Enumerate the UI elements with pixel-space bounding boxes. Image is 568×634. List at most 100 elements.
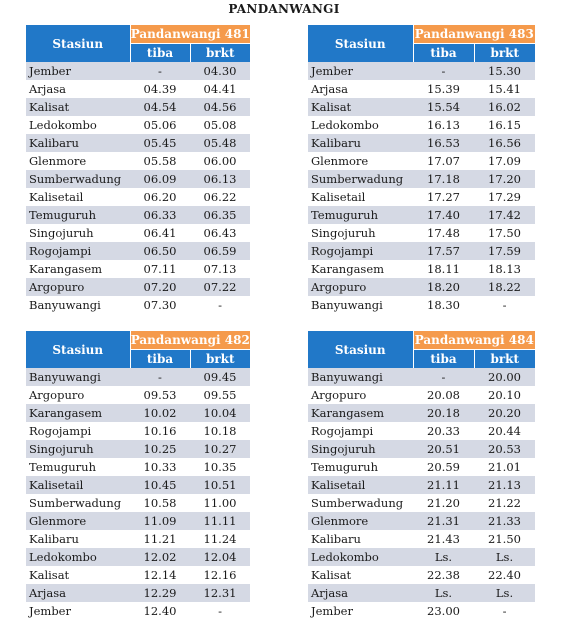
- table-row: Kalibaru 21.43 21.50: [308, 530, 536, 548]
- table-row: Karangasem 18.11 18.13: [308, 260, 536, 278]
- header-stasiun: Stasiun: [308, 25, 414, 62]
- station-name: Ledokombo: [308, 116, 413, 134]
- arrival-time: 10.33: [130, 458, 190, 476]
- table-row: Glenmore 21.31 21.33: [308, 512, 536, 530]
- departure-time: 05.08: [190, 116, 251, 134]
- station-name: Banyuwangi: [308, 368, 413, 386]
- arrival-time: 06.41: [130, 224, 190, 242]
- departure-time: 12.16: [190, 566, 251, 584]
- table-row: Sumberwadung 06.09 06.13: [26, 170, 251, 188]
- header-tiba: tiba: [413, 43, 475, 62]
- arrival-time: 17.48: [413, 224, 474, 242]
- arrival-time: 11.09: [130, 512, 190, 530]
- departure-time: 10.35: [190, 458, 251, 476]
- station-name: Kalisat: [308, 566, 413, 584]
- table-row: Arjasa Ls. Ls.: [308, 584, 536, 602]
- station-name: Jember: [308, 62, 413, 80]
- table-row: Singojuruh 17.48 17.50: [308, 224, 536, 242]
- table-row: Kalisetail 10.45 10.51: [26, 476, 251, 494]
- station-name: Kalibaru: [26, 134, 130, 152]
- departure-time: 09.55: [190, 386, 251, 404]
- departure-time: 18.22: [474, 278, 536, 296]
- table-row: Ledokombo 16.13 16.15: [308, 116, 536, 134]
- arrival-time: 18.30: [413, 296, 474, 314]
- header-row: Stasiun Pandanwangi 482: [26, 331, 251, 368]
- arrival-time: 21.20: [413, 494, 474, 512]
- departure-time: 16.15: [474, 116, 536, 134]
- departure-time: 10.51: [190, 476, 251, 494]
- departure-time: -: [474, 296, 536, 314]
- departure-time: -: [190, 602, 251, 620]
- departure-time: 18.13: [474, 260, 536, 278]
- table-row: Rogojampi 06.50 06.59: [26, 242, 251, 260]
- table-row: Glenmore 11.09 11.11: [26, 512, 251, 530]
- arrival-time: 16.53: [413, 134, 474, 152]
- station-name: Arjasa: [308, 80, 413, 98]
- table-row: Karangasem 20.18 20.20: [308, 404, 536, 422]
- header-row: Stasiun Pandanwangi 481: [26, 25, 251, 62]
- arrival-time: 09.53: [130, 386, 190, 404]
- table-row: Sumberwadung 10.58 11.00: [26, 494, 251, 512]
- departure-time: 17.50: [474, 224, 536, 242]
- arrival-time: 07.11: [130, 260, 190, 278]
- station-name: Kalisat: [26, 98, 130, 116]
- arrival-time: 10.16: [130, 422, 190, 440]
- arrival-time: 12.02: [130, 548, 190, 566]
- table-row: Karangasem 10.02 10.04: [26, 404, 251, 422]
- station-name: Kalisetail: [308, 188, 413, 206]
- station-name: Argopuro: [308, 278, 413, 296]
- station-name: Argopuro: [26, 278, 130, 296]
- departure-time: 04.30: [190, 62, 251, 80]
- departure-time: 16.02: [474, 98, 536, 116]
- table-row: Argopuro 07.20 07.22: [26, 278, 251, 296]
- table-row: Banyuwangi 07.30-: [26, 296, 251, 314]
- header-row: Stasiun Pandanwangi 483: [308, 25, 536, 62]
- departure-time: Ls.: [474, 584, 536, 602]
- departure-time: 10.04: [190, 404, 251, 422]
- arrival-time: 22.38: [413, 566, 474, 584]
- arrival-time: 17.07: [413, 152, 474, 170]
- departure-time: 07.13: [190, 260, 251, 278]
- arrival-time: 18.20: [413, 278, 474, 296]
- table-row: Glenmore 05.58 06.00: [26, 152, 251, 170]
- table-row: Arjasa 04.39 04.41: [26, 80, 251, 98]
- station-name: Singojuruh: [308, 224, 413, 242]
- departure-time: 06.00: [190, 152, 251, 170]
- departure-time: Ls.: [474, 548, 536, 566]
- station-name: Karangasem: [26, 404, 130, 422]
- table-row: Banyuwangi -09.45: [26, 368, 251, 386]
- departure-time: 21.13: [474, 476, 536, 494]
- departure-time: 06.43: [190, 224, 251, 242]
- arrival-time: 06.33: [130, 206, 190, 224]
- subheader-row: tiba brkt: [26, 43, 251, 62]
- table-row: Temuguruh 17.40 17.42: [308, 206, 536, 224]
- arrival-time: 05.58: [130, 152, 190, 170]
- table-row: Kalisetail 17.27 17.29: [308, 188, 536, 206]
- table-row: Sumberwadung 21.20 21.22: [308, 494, 536, 512]
- station-name: Sumberwadung: [26, 494, 130, 512]
- departure-time: 21.50: [474, 530, 536, 548]
- departure-time: 20.10: [474, 386, 536, 404]
- timetable-pandanwangi-482: Stasiun Pandanwangi 482 tiba brkt Banyuwangi…: [26, 331, 251, 620]
- station-name: Kalisat: [26, 566, 130, 584]
- station-name: Jember: [26, 62, 130, 80]
- station-name: Banyuwangi: [26, 296, 130, 314]
- station-name: Temuguruh: [308, 206, 413, 224]
- station-name: Argopuro: [26, 386, 130, 404]
- arrival-time: -: [413, 368, 474, 386]
- arrival-time: Ls.: [413, 584, 474, 602]
- arrival-time: 17.18: [413, 170, 474, 188]
- departure-time: 21.33: [474, 512, 536, 530]
- station-name: Ledokombo: [26, 116, 130, 134]
- station-name: Glenmore: [308, 152, 413, 170]
- timetable-pandanwangi-481: Stasiun Pandanwangi 481 tiba brkt Jember -04.…: [26, 25, 251, 314]
- station-name: Temuguruh: [308, 458, 413, 476]
- station-name: Banyuwangi: [26, 368, 130, 386]
- departure-time: 12.31: [190, 584, 251, 602]
- departure-time: 15.41: [474, 80, 536, 98]
- station-name: Sumberwadung: [26, 170, 130, 188]
- header-train-name: Pandanwangi 483: [413, 25, 536, 44]
- arrival-time: 23.00: [413, 602, 474, 620]
- table-row: Jember -04.30: [26, 62, 251, 80]
- arrival-time: 06.20: [130, 188, 190, 206]
